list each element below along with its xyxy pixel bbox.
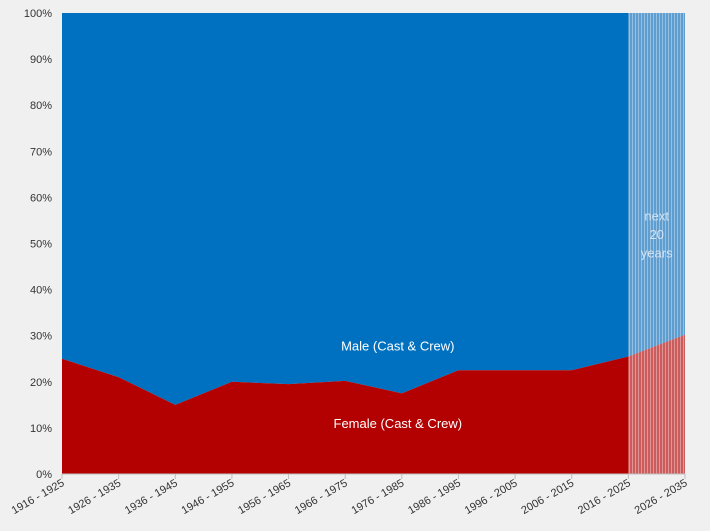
female-area bbox=[62, 356, 629, 474]
y-tick-label: 10% bbox=[30, 423, 52, 435]
x-tick-label: 2026 - 2035 bbox=[633, 477, 690, 517]
y-tick-label: 80% bbox=[30, 100, 52, 112]
y-tick-label: 60% bbox=[30, 192, 52, 204]
x-tick-label: 2016 - 2025 bbox=[576, 477, 633, 517]
forecast-label-line: years bbox=[641, 245, 673, 260]
male-area bbox=[62, 13, 629, 405]
labels-layer: Male (Cast & Crew) Female (Cast & Crew) ne… bbox=[334, 208, 674, 430]
y-tick-label: 100% bbox=[24, 8, 52, 20]
y-tick-label: 30% bbox=[30, 331, 52, 343]
x-tick-label: 1926 - 1935 bbox=[66, 477, 123, 517]
y-tick-label: 0% bbox=[36, 469, 52, 481]
x-tick-label: 1946 - 1955 bbox=[180, 477, 237, 517]
x-tick-label: 1966 - 1975 bbox=[293, 477, 350, 517]
y-tick-label: 40% bbox=[30, 285, 52, 297]
forecast-label-line: next bbox=[644, 208, 669, 223]
male-series-label: Male (Cast & Crew) bbox=[341, 338, 454, 353]
x-tick-label: 1916 - 1925 bbox=[10, 477, 67, 517]
x-tick-label: 1986 - 1995 bbox=[406, 477, 463, 517]
areas-layer bbox=[62, 13, 629, 474]
female-forecast-hatch bbox=[628, 334, 685, 474]
y-tick-label: 70% bbox=[30, 146, 52, 158]
forecast-label-line: 20 bbox=[649, 227, 663, 242]
y-tick-label: 90% bbox=[30, 54, 52, 66]
x-tick-label: 1956 - 1965 bbox=[236, 477, 293, 517]
male-forecast-hatch bbox=[628, 13, 685, 357]
x-tick-label: 2006 - 2015 bbox=[519, 477, 576, 517]
y-tick-label: 20% bbox=[30, 377, 52, 389]
x-tick-label: 1976 - 1985 bbox=[349, 477, 406, 517]
female-series-label: Female (Cast & Crew) bbox=[334, 416, 463, 431]
y-tick-label: 50% bbox=[30, 239, 52, 251]
forecast-layer bbox=[628, 13, 685, 474]
x-tick-label: 1996 - 2005 bbox=[463, 477, 520, 517]
x-tick-label: 1936 - 1945 bbox=[123, 477, 180, 517]
